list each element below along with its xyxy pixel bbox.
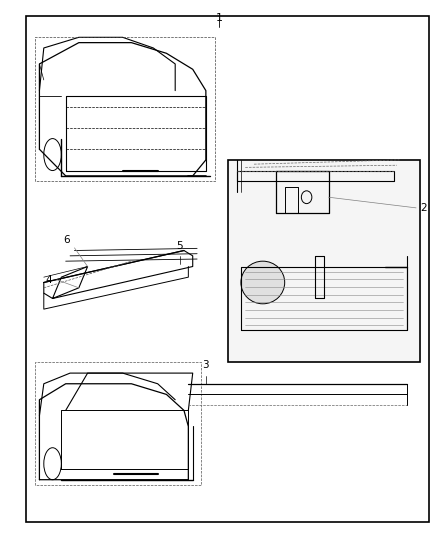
Text: 4: 4	[46, 275, 53, 285]
Text: 2: 2	[420, 203, 427, 213]
Text: 1: 1	[215, 13, 223, 23]
Text: 6: 6	[64, 235, 70, 245]
Ellipse shape	[241, 261, 285, 304]
Bar	[228, 160, 420, 362]
Text: 5: 5	[176, 240, 183, 251]
Text: 3: 3	[202, 360, 209, 370]
